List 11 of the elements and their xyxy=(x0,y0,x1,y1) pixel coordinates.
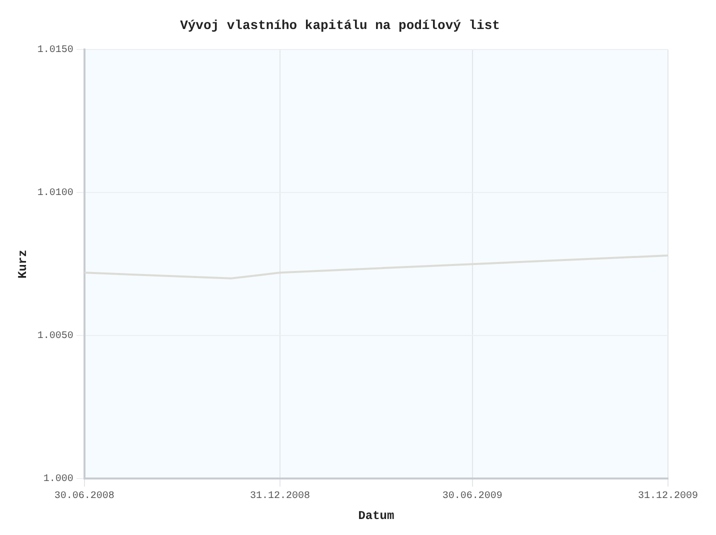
y-axis-title: Kurz xyxy=(16,250,30,279)
x-tick-label: 31.12.2009 xyxy=(638,491,698,502)
x-axis-title: Datum xyxy=(358,508,394,523)
chart-title: Vývoj vlastního kapitálu na podílový list xyxy=(180,18,500,34)
x-tick-label: 31.12.2008 xyxy=(250,491,310,502)
x-tick-label: 30.06.2008 xyxy=(54,491,114,502)
y-tick-label: 1.0050 xyxy=(37,331,74,342)
y-tick-label: 1.0150 xyxy=(37,45,74,56)
y-tick-label: 1.000 xyxy=(43,474,74,486)
x-tick-label: 30.06.2009 xyxy=(442,491,502,502)
y-tick-label: 1.0100 xyxy=(37,188,74,200)
